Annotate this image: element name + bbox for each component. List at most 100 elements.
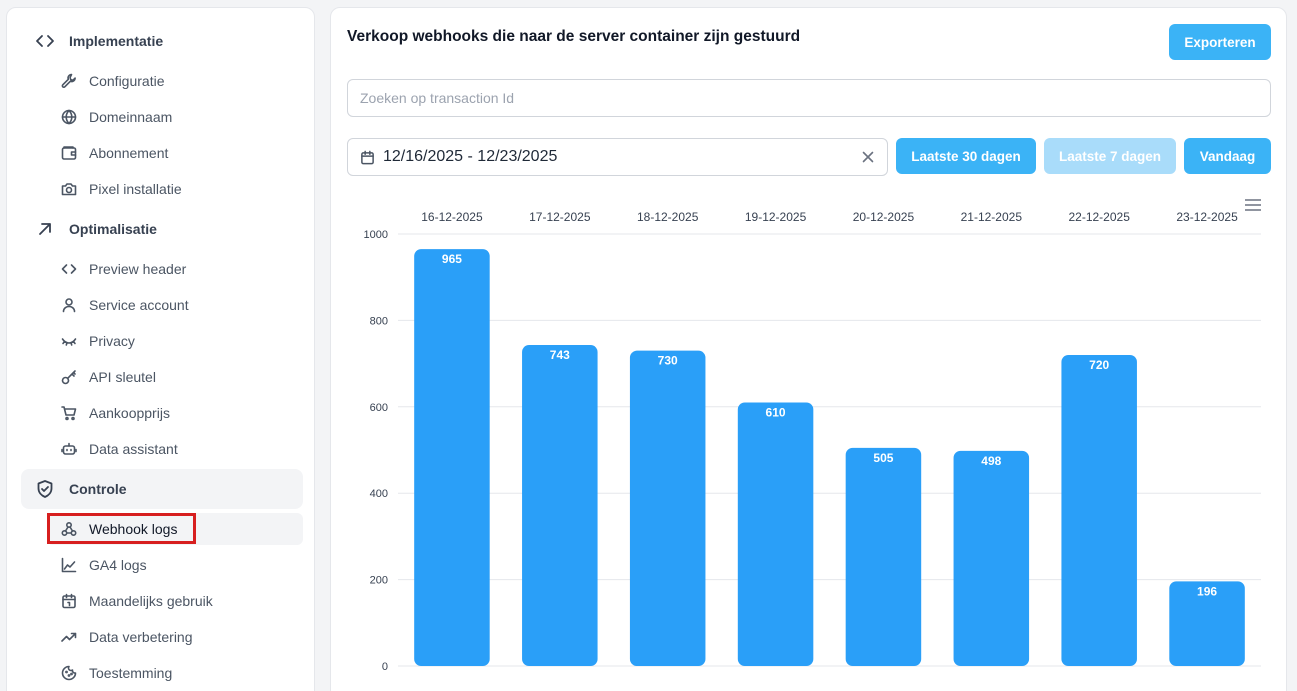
x-tick-label: 23-12-2025 — [1176, 210, 1238, 224]
last-30-days-button[interactable]: Laatste 30 dagen — [896, 138, 1036, 174]
shield-check-icon — [35, 479, 55, 499]
y-tick-label: 800 — [370, 315, 388, 327]
calendar-icon — [360, 150, 375, 165]
clear-icon[interactable] — [861, 150, 875, 164]
date-range-value: 12/16/2025 - 12/23/2025 — [383, 148, 558, 165]
data-label: 720 — [1089, 358, 1109, 372]
cookie-icon — [61, 665, 77, 681]
sidebar-group-label: Controle — [69, 481, 127, 497]
sidebar-item-domeinnaam[interactable]: Domeinnaam — [47, 101, 303, 133]
data-label: 196 — [1197, 584, 1217, 598]
eye-closed-icon — [61, 333, 77, 349]
sidebar-item-webhook-logs[interactable]: Webhook logs — [47, 513, 303, 545]
x-tick-label: 16-12-2025 — [421, 210, 483, 224]
today-button[interactable]: Vandaag — [1184, 138, 1271, 174]
sidebar-item-toestemming[interactable]: Toestemming — [47, 657, 303, 689]
x-tick-label: 20-12-2025 — [853, 210, 915, 224]
sidebar-item-privacy[interactable]: Privacy — [47, 325, 303, 357]
bar — [737, 402, 814, 666]
y-axis: 0 200 400 600 800 1000 — [364, 229, 388, 673]
sidebar-item-label: Data verbetering — [89, 629, 193, 645]
x-axis: 16-12-2025 17-12-2025 18-12-2025 19-12-2025… — [421, 210, 1238, 224]
sidebar-item-label: Domeinnaam — [89, 109, 173, 125]
sidebar-item-label: Service account — [89, 297, 189, 313]
bar — [522, 345, 598, 666]
sidebar-item-label: Toestemming — [89, 665, 173, 681]
y-tick-label: 400 — [370, 488, 388, 500]
sidebar-item-preview-header[interactable]: Preview header — [47, 253, 303, 285]
sidebar-item-data-assistant[interactable]: Data assistant — [47, 433, 303, 465]
sidebar-item-label: Pixel installatie — [89, 181, 182, 197]
bar — [845, 447, 922, 666]
sidebar-item-service-account[interactable]: Service account — [47, 289, 303, 321]
sidebar-item-ga4-logs[interactable]: GA4 logs — [47, 549, 303, 581]
cart-icon — [61, 405, 77, 421]
search-input[interactable]: Zoeken op transaction Id — [347, 79, 1271, 117]
y-tick-label: 1000 — [364, 229, 388, 241]
data-label: 743 — [550, 348, 570, 362]
sidebar-group-implementatie[interactable]: Implementatie — [21, 21, 303, 61]
export-button[interactable]: Exporteren — [1169, 24, 1271, 60]
trending-up-icon — [61, 629, 77, 645]
data-label: 965 — [442, 252, 462, 266]
x-tick-label: 17-12-2025 — [529, 210, 591, 224]
sidebar-item-label: Abonnement — [89, 145, 169, 161]
data-label: 730 — [658, 354, 678, 368]
wallet-icon — [61, 145, 77, 161]
key-icon — [61, 369, 77, 385]
sidebar-group-label: Optimalisatie — [69, 221, 157, 237]
sidebar-item-maandelijks-gebruik[interactable]: Maandelijks gebruik — [47, 585, 303, 617]
user-icon — [61, 297, 77, 313]
sidebar-item-label: GA4 logs — [89, 557, 147, 573]
data-label: 498 — [981, 454, 1001, 468]
data-label: 505 — [873, 451, 893, 465]
sidebar-item-data-verbetering[interactable]: Data verbetering — [47, 621, 303, 653]
bar — [629, 350, 706, 666]
bot-icon — [61, 441, 77, 457]
y-tick-label: 600 — [370, 402, 388, 414]
bar — [1169, 581, 1245, 666]
bar — [1061, 354, 1137, 666]
data-labels: 965 743 730 610 505 498 720 196 — [442, 252, 1217, 598]
sidebar-item-aankoopprijs[interactable]: Aankoopprijs — [47, 397, 303, 429]
bar-chart: 0 200 400 600 800 1000 16-12-2025 17-12-2025 18… — [364, 210, 1261, 673]
sidebar-item-label: Webhook logs — [89, 521, 178, 537]
main-panel: Verkoop webhooks die naar de server cont… — [330, 7, 1287, 691]
bars — [414, 249, 1245, 666]
sidebar: Implementatie Configuratie Domeinnaam Ab… — [6, 7, 315, 691]
sidebar-item-label: API sleutel — [89, 369, 156, 385]
sidebar-item-label: Aankoopprijs — [89, 405, 170, 421]
globe-icon — [61, 109, 77, 125]
calendar-icon — [61, 593, 77, 609]
hamburger-menu-icon[interactable] — [1244, 198, 1262, 212]
last-7-days-button[interactable]: Laatste 7 dagen — [1044, 138, 1176, 174]
bar — [953, 450, 1030, 666]
arrow-up-right-icon — [35, 219, 55, 239]
y-tick-label: 200 — [370, 575, 388, 587]
x-tick-label: 22-12-2025 — [1068, 210, 1130, 224]
code-icon — [35, 31, 55, 51]
sidebar-item-label: Configuratie — [89, 73, 165, 89]
sidebar-item-label: Data assistant — [89, 441, 178, 457]
webhook-icon — [61, 521, 77, 537]
data-label: 610 — [766, 405, 786, 419]
area-chart-icon — [61, 557, 77, 573]
bar — [414, 249, 490, 666]
code-icon — [61, 261, 77, 277]
sidebar-group-label: Implementatie — [69, 33, 164, 49]
x-tick-label: 18-12-2025 — [637, 210, 699, 224]
sidebar-item-api-sleutel[interactable]: API sleutel — [47, 361, 303, 393]
sidebar-item-label: Maandelijks gebruik — [89, 593, 213, 609]
camera-icon — [61, 181, 77, 197]
sidebar-item-configuratie[interactable]: Configuratie — [47, 65, 303, 97]
sidebar-group-optimalisatie[interactable]: Optimalisatie — [21, 209, 303, 249]
x-tick-label: 19-12-2025 — [745, 210, 807, 224]
wrench-icon — [61, 73, 77, 89]
page-title: Verkoop webhooks die naar de server cont… — [347, 28, 801, 45]
y-tick-label: 0 — [382, 661, 388, 673]
sidebar-item-abonnement[interactable]: Abonnement — [47, 137, 303, 169]
sidebar-group-controle[interactable]: Controle — [21, 469, 303, 509]
sidebar-item-label: Preview header — [89, 261, 187, 277]
date-range-picker[interactable]: 12/16/2025 - 12/23/2025 — [347, 138, 888, 176]
sidebar-item-pixel-installatie[interactable]: Pixel installatie — [47, 173, 303, 205]
